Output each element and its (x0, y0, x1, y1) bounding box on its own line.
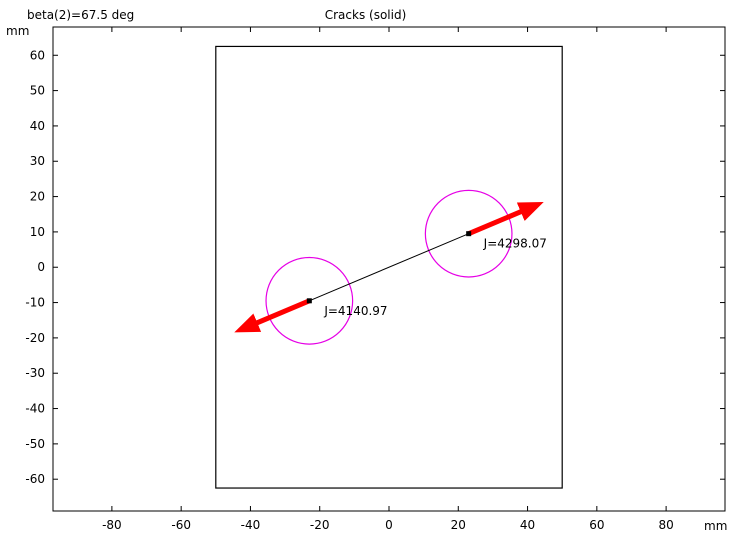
y-tick-label: 20 (30, 190, 45, 204)
y-unit-label: mm (6, 24, 29, 38)
x-unit-label: mm (704, 519, 727, 533)
plot-frame (52, 26, 726, 512)
y-tick-label: -20 (25, 331, 45, 345)
x-tick-label: 20 (451, 518, 466, 532)
y-tick-label: -10 (25, 296, 45, 310)
x-tick-label: -60 (171, 518, 191, 532)
j-integral-contour (265, 256, 354, 345)
crack-growth-arrow (234, 298, 311, 333)
parameter-label: beta(2)=67.5 deg (27, 8, 135, 22)
y-tick-label: 40 (30, 119, 45, 133)
x-tick-label: 0 (385, 518, 393, 532)
j-integral-contour (424, 189, 513, 278)
y-tick-label: 30 (30, 154, 45, 168)
x-tick-label: -80 (102, 518, 122, 532)
x-axis: -80 -60 -40 -20 0 20 40 60 80 (102, 27, 674, 532)
geometry-layer: J=4140.97 J=4298.07 (215, 45, 563, 489)
x-tick-label: 40 (520, 518, 535, 532)
y-tick-label: 50 (30, 84, 45, 98)
crack-line (309, 233, 469, 302)
y-axis: 60 50 40 30 20 10 0 -10 -20 -30 -40 -50 -60 (25, 48, 725, 486)
crack-tip-marker (466, 231, 472, 237)
y-tick-label: 10 (30, 225, 45, 239)
x-tick-label: -20 (310, 518, 330, 532)
j-value-label: J=4298.07 (483, 237, 547, 251)
x-tick-label: -40 (241, 518, 261, 532)
y-tick-label: -30 (25, 366, 45, 380)
x-tick-label: 60 (589, 518, 604, 532)
y-tick-label: -40 (25, 402, 45, 416)
plate-boundary (215, 45, 563, 489)
y-tick-label: -60 (25, 472, 45, 486)
x-tick-label: 80 (658, 518, 673, 532)
plot-title: Cracks (solid) (324, 8, 407, 22)
crack-growth-arrow (467, 202, 544, 236)
j-value-label: J=4140.97 (323, 304, 387, 318)
y-tick-label: 60 (30, 48, 45, 62)
crack-tip-marker (306, 298, 312, 304)
y-tick-label: -50 (25, 437, 45, 451)
y-tick-label: 0 (37, 260, 45, 274)
